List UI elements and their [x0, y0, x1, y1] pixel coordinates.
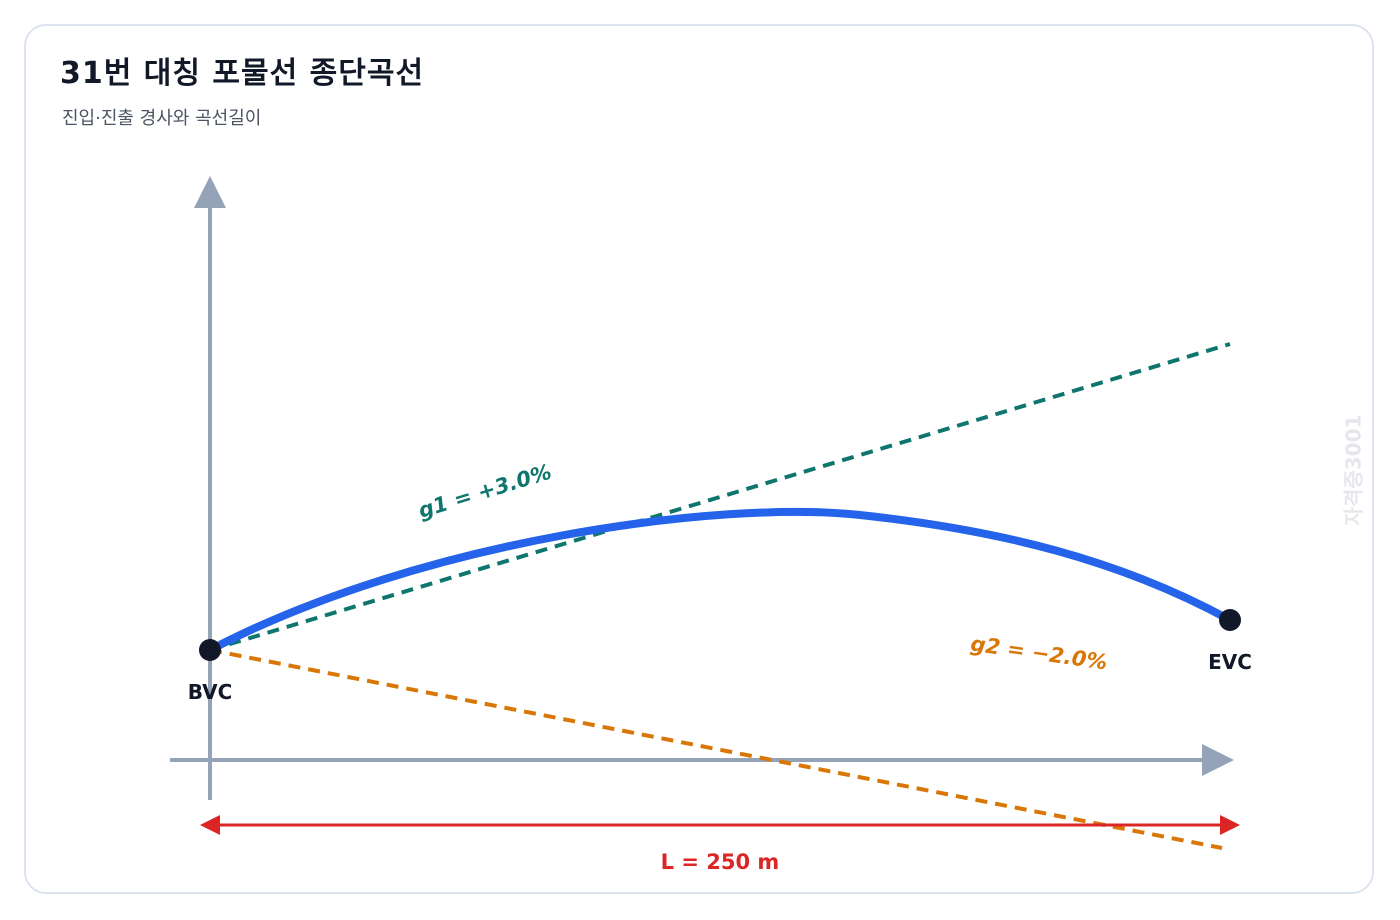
length-arrow-right-head	[1220, 815, 1240, 835]
length-arrow-left-head	[200, 815, 220, 835]
x-axis-arrowhead	[1202, 744, 1234, 776]
g2-tangent-line	[209, 648, 1223, 850]
g1-label: g1 = +3.0%	[416, 460, 555, 523]
y-axis-arrowhead	[194, 176, 226, 208]
watermark-text: 자격증3001	[1341, 414, 1366, 526]
bvc-label: BVC	[188, 680, 233, 704]
diagram-card	[24, 24, 1374, 894]
vertical-curve	[206, 508, 1234, 654]
diagram-subtitle: 진입·진출 경사와 곡선길이	[62, 108, 262, 129]
length-label: L = 250 m	[661, 850, 780, 874]
evc-label: EVC	[1208, 650, 1252, 674]
bvc-point	[199, 639, 221, 661]
g2-label: g2 = −2.0%	[969, 632, 1109, 675]
g1-tangent-line	[209, 342, 1231, 652]
diagram-title: 31번 대칭 포물선 종단곡선	[60, 56, 425, 91]
evc-point	[1219, 609, 1241, 631]
